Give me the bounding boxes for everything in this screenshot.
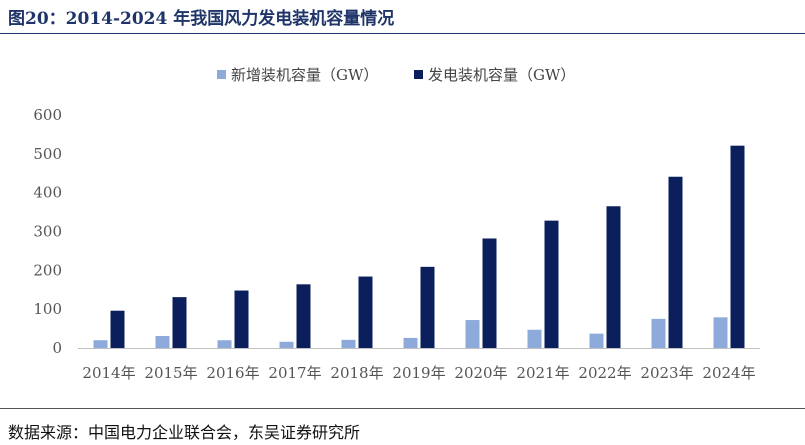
bar-total-capacity (730, 145, 745, 348)
x-tick-label: 2020年 (454, 364, 507, 382)
x-tick-label: 2022年 (578, 364, 631, 382)
y-tick-label: 200 (33, 261, 62, 279)
bar-total-capacity (296, 284, 311, 348)
legend-label: 新增装机容量（GW） (231, 66, 378, 84)
bar-new-capacity (651, 318, 666, 348)
bar-new-capacity (279, 341, 294, 348)
source-note: 数据来源：中国电力企业联合会，东吴证券研究所 (8, 423, 361, 442)
legend-swatch (414, 70, 423, 79)
y-axis: 0 100 200 300 400 500 600 (33, 106, 62, 357)
bar-new-capacity (217, 340, 232, 348)
title-divider (0, 33, 805, 34)
y-tick-label: 0 (52, 339, 62, 357)
x-tick-label: 2023年 (640, 364, 693, 382)
y-tick-label: 300 (33, 223, 62, 241)
legend-swatch (217, 70, 226, 79)
x-tick-label: 2024年 (702, 364, 755, 382)
legend-label: 发电装机容量（GW） (428, 66, 575, 84)
x-axis: 2014年 2015年 2016年 2017年 2018年 2019年 2020年 2021年… (78, 348, 760, 382)
bar-new-capacity (341, 339, 356, 348)
bar-new-capacity (93, 340, 108, 348)
bar-total-capacity (110, 310, 125, 348)
bar-total-capacity (172, 297, 187, 348)
bars (93, 145, 745, 348)
y-tick-label: 100 (33, 300, 62, 318)
y-tick-label: 600 (33, 106, 62, 124)
x-tick-label: 2019年 (392, 364, 445, 382)
x-tick-label: 2018年 (330, 364, 383, 382)
figure-title: 图20：2014-2024 年我国风力发电装机容量情况 (8, 9, 395, 29)
bar-new-capacity (465, 320, 480, 348)
source-divider (0, 408, 805, 409)
bar-new-capacity (155, 335, 170, 348)
bar-chart: 新增装机容量（GW） 发电装机容量（GW） 0 100 200 300 400 500 600… (33, 66, 760, 382)
bar-total-capacity (420, 266, 435, 348)
bar-new-capacity (713, 317, 728, 348)
bar-new-capacity (403, 337, 418, 348)
bar-total-capacity (482, 238, 497, 348)
legend: 新增装机容量（GW） 发电装机容量（GW） (217, 66, 575, 84)
bar-new-capacity (527, 329, 542, 348)
bar-total-capacity (234, 290, 249, 348)
bar-new-capacity (589, 333, 604, 348)
x-tick-label: 2016年 (206, 364, 259, 382)
y-tick-label: 500 (33, 145, 62, 163)
x-tick-label: 2021年 (516, 364, 569, 382)
bar-total-capacity (606, 206, 621, 348)
y-tick-label: 400 (33, 184, 62, 202)
bar-total-capacity (358, 276, 373, 348)
x-tick-label: 2014年 (82, 364, 135, 382)
bar-total-capacity (544, 220, 559, 348)
x-tick-label: 2017年 (268, 364, 321, 382)
bar-total-capacity (668, 176, 683, 348)
x-tick-label: 2015年 (144, 364, 197, 382)
